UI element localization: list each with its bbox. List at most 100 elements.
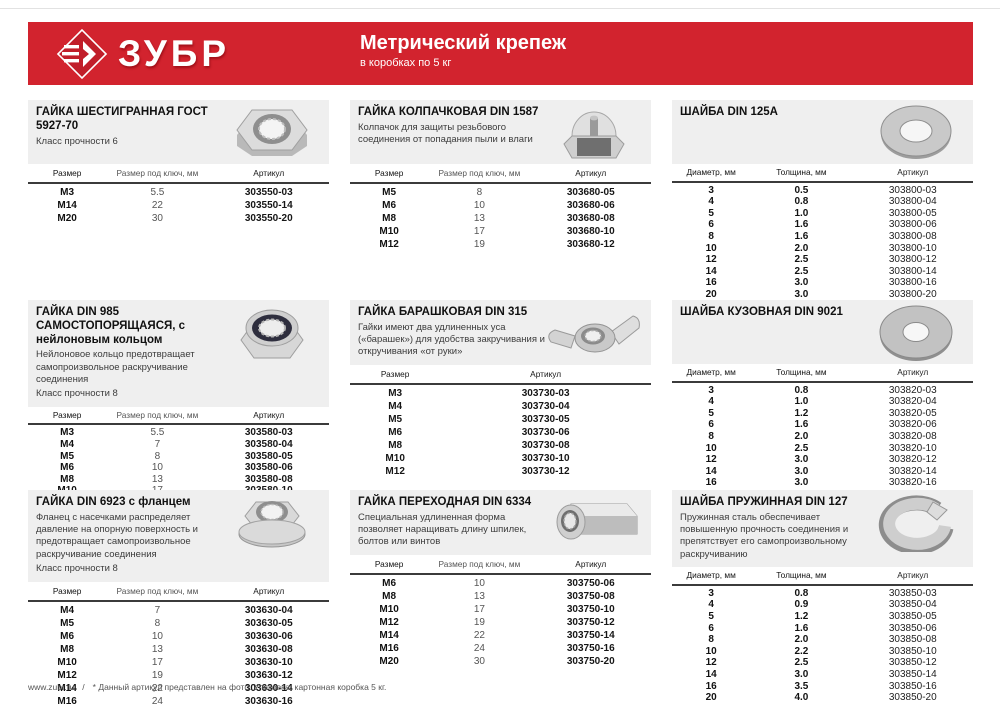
article-cell: 303800-06: [888, 219, 937, 231]
spec-table: Диаметр, мм Толщина, мм Артикул 3 0.8 303820…: [672, 364, 973, 490]
value-cell: M5: [60, 450, 75, 462]
table-row: M6 10 303750-06: [350, 577, 651, 590]
section-info: ГАЙКА DIN 985 САМОСТОПОРЯЩАЯСЯ, с нейлон…: [28, 300, 329, 407]
column-header: Размер: [374, 558, 404, 569]
value-cell: M14: [379, 629, 399, 641]
value-cell: 22: [151, 200, 163, 211]
spec-table: Размер Размер под ключ, мм Артикул M6 10 303…: [350, 555, 651, 668]
value-cell: 20: [705, 288, 717, 300]
column-header: Толщина, мм: [776, 570, 827, 581]
value-cell: 16: [705, 680, 717, 692]
value-cell: M12: [379, 616, 399, 628]
value-cell: 4: [708, 196, 714, 208]
article-cell: 303730-04: [521, 400, 570, 412]
table-row: 4 0.9 303850-04: [672, 599, 973, 611]
table-row: 14 3.0 303820-14: [672, 466, 973, 478]
value-cell: 2.5: [794, 442, 809, 454]
article-cell: 303820-12: [888, 454, 937, 466]
value-cell: 2.5: [794, 265, 809, 277]
article-cell: 303730-06: [521, 426, 570, 438]
table-body: 3 0.8 303820-03 4 1.0 303820-04 5 1.2 303820-05 6…: [672, 383, 973, 490]
value-cell: 3: [708, 184, 714, 196]
table-header-row: Диаметр, мм Толщина, мм Артикул: [672, 567, 973, 586]
value-cell: 5: [708, 407, 714, 419]
table-row: 5 1.0 303800-05: [672, 208, 973, 220]
section-title: ГАЙКА ШЕСТИГРАННАЯ ГОСТ 5927-70: [36, 106, 208, 132]
value-cell: M10: [379, 226, 399, 237]
brand-logo: ЗУБР: [56, 28, 230, 80]
article-cell: 303750-08: [566, 590, 615, 602]
spring-washer-photo: [863, 492, 969, 555]
article-cell: 303680-10: [566, 226, 615, 237]
value-cell: 2.0: [794, 242, 809, 254]
table-body: M3 5.5 303550-03 M14 22 303550-14 M20 30 303550-…: [28, 184, 329, 225]
value-cell: 5.5: [150, 427, 165, 439]
article-cell: 303820-08: [888, 430, 937, 442]
article-cell: 303800-03: [888, 184, 937, 196]
table-row: M6 10 303630-06: [28, 630, 329, 643]
article-cell: 303580-05: [244, 450, 293, 462]
value-cell: 10: [705, 242, 717, 254]
value-cell: M3: [60, 187, 75, 198]
page-top-rule: [0, 8, 1000, 9]
table-row: M12 303730-12: [350, 465, 651, 478]
article-cell: 303820-05: [888, 407, 937, 419]
value-cell: 0.5: [794, 184, 809, 196]
value-cell: M10: [57, 656, 77, 668]
table-row: M8 303730-08: [350, 439, 651, 452]
article-cell: 303750-20: [566, 655, 615, 667]
article-cell: 303850-16: [888, 680, 937, 692]
table-row: M3 303730-03: [350, 387, 651, 400]
value-cell: 2.0: [794, 634, 809, 646]
value-cell: 3.0: [794, 668, 809, 680]
value-cell: 4: [708, 396, 714, 408]
value-cell: 4.0: [750, 489, 852, 490]
article-cell: 303630-04: [244, 604, 293, 616]
value-cell: M20: [57, 213, 77, 224]
article-cell: 303580-08: [244, 473, 293, 485]
product-section: ГАЙКА DIN 6923 с фланцем Фланец с насечк…: [28, 490, 329, 708]
article-cell: 303630-12: [244, 669, 293, 681]
column-header: Размер: [52, 409, 82, 420]
section-title: ГАЙКА БАРАШКОВАЯ DIN 315: [358, 306, 528, 318]
product-section: ГАЙКА КОЛПАЧКОВАЯ DIN 1587 Колпачок для …: [350, 100, 651, 300]
table-row: 6 1.6 303820-06: [672, 419, 973, 431]
value-cell: M16: [57, 695, 77, 707]
value-cell: M12: [57, 669, 77, 681]
article-cell: 303750-10: [566, 603, 615, 615]
value-cell: 1.6: [794, 230, 809, 242]
value-cell: M4: [388, 400, 403, 412]
column-header: Артикул: [897, 167, 929, 177]
table-row: M3 5.5 303550-03: [28, 186, 329, 199]
value-cell: 12: [705, 657, 717, 669]
value-cell: 6: [708, 622, 714, 634]
spec-table: Размер Размер под ключ, мм Артикул M3 5.5 30…: [28, 407, 329, 490]
value-cell: 12: [705, 254, 717, 266]
column-header: Размер под ключ, мм: [116, 585, 199, 596]
value-cell: 6: [708, 219, 714, 231]
article-cell: 303850-08: [888, 634, 937, 646]
section-description: Класс прочности 6: [36, 136, 321, 148]
value-cell: 13: [473, 213, 485, 224]
column-header: Диаметр, мм: [686, 167, 736, 177]
column-header: Размер под ключ, мм: [116, 409, 199, 420]
section-title: ГАЙКА ПЕРЕХОДНАЯ DIN 6334: [358, 496, 532, 508]
value-cell: M6: [60, 630, 75, 642]
article-cell: 303800-20: [888, 288, 937, 300]
value-cell: M6: [382, 577, 397, 589]
table-body: M3 303730-03 M4 303730-04 M5 303730-05 M6 30373…: [350, 385, 651, 478]
value-cell: 7: [154, 438, 161, 450]
value-cell: M8: [382, 590, 397, 602]
value-cell: 19: [473, 239, 485, 250]
table-row: M6 303730-06: [350, 426, 651, 439]
hex-nut-photo: [219, 102, 325, 162]
article-cell: 303550-20: [244, 213, 293, 224]
section-title: ШАЙБА DIN 125А: [680, 106, 778, 118]
section-description-line: Класс прочности 8: [36, 388, 118, 400]
table-row: 6 1.6 303800-06: [672, 219, 973, 231]
article-cell: 303820-04: [888, 396, 937, 408]
site-link[interactable]: www.zubr.ru: [28, 682, 75, 692]
table-row: 10 2.2 303850-10: [672, 646, 973, 658]
article-cell: 303850-14: [888, 668, 937, 680]
